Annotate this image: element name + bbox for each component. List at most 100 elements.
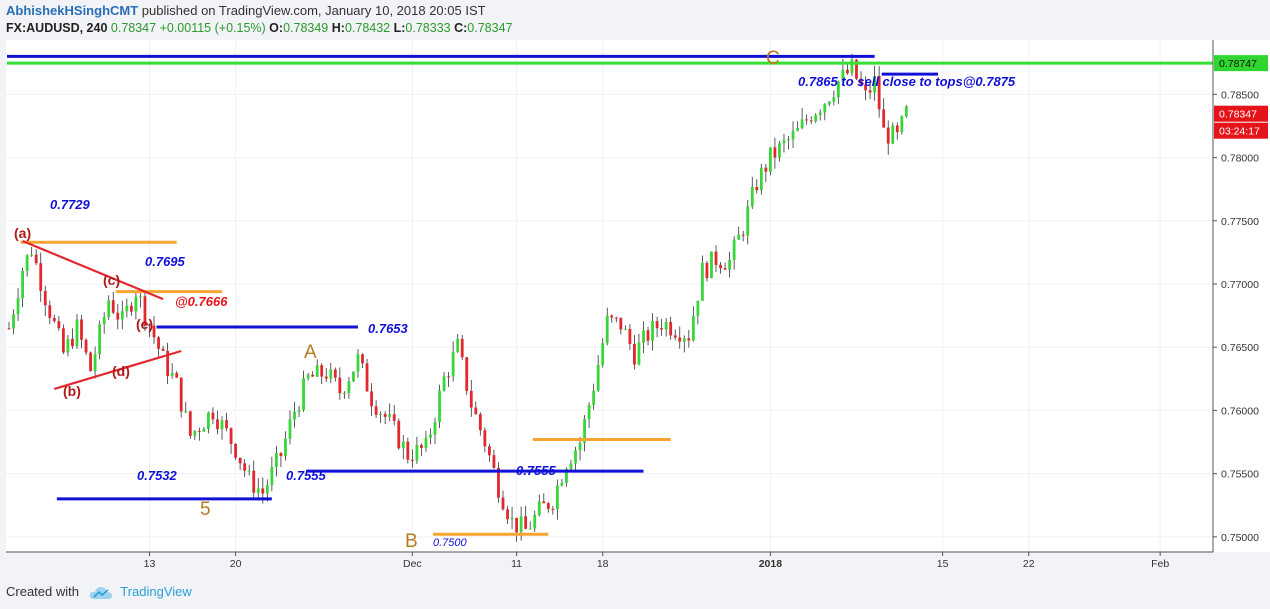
candle-up — [728, 259, 731, 270]
candle-down — [678, 337, 682, 342]
candle-down — [551, 508, 555, 510]
y-tick-label: 0.78500 — [1221, 89, 1259, 101]
candle-up — [21, 270, 24, 299]
grid-lines — [6, 40, 1213, 552]
last-price: 0.78347 — [110, 21, 157, 35]
candle-up — [850, 59, 854, 74]
candle-up — [841, 69, 845, 82]
y-tick-label: 0.75500 — [1221, 469, 1259, 481]
candle-up — [691, 315, 695, 341]
candle-up — [315, 365, 319, 377]
time-axis-ticks: 1320Dec111820181522Feb1219 — [144, 552, 1169, 570]
candle-up — [642, 330, 645, 343]
candle-down — [374, 406, 378, 415]
candle-down — [229, 428, 233, 444]
low-label: L: — [393, 21, 406, 35]
candle-up — [429, 434, 432, 438]
annotation-level: 0.7729 — [50, 197, 91, 212]
plot-area[interactable] — [6, 40, 1213, 552]
candle-down — [610, 315, 614, 318]
close-value: 0.78347 — [467, 21, 513, 35]
candle-down — [882, 109, 886, 128]
candle-up — [433, 422, 437, 435]
annotation-corrective: (a) — [14, 225, 31, 241]
y-tick-label: 0.76500 — [1221, 342, 1259, 354]
candle-down — [859, 78, 863, 85]
annotation-level: 0.7653 — [368, 321, 409, 336]
candle-down — [460, 338, 464, 358]
candle-up — [605, 315, 609, 344]
candle-up — [537, 501, 541, 515]
candle-up — [347, 381, 351, 393]
candle-up — [682, 338, 686, 342]
candle-up — [342, 392, 346, 394]
candle-up — [836, 81, 840, 98]
tradingview-link[interactable]: TradingView — [120, 584, 192, 599]
candle-down — [333, 369, 337, 378]
candle-down — [714, 251, 718, 265]
candle-up — [637, 342, 641, 365]
x-tick-label: Dec — [403, 558, 422, 570]
candle-up — [555, 485, 559, 509]
candle-up — [442, 376, 446, 391]
price-axis-ticks: 0.75000 0.75500 0.76000 0.76500 0.77000 0.775… — [1213, 89, 1259, 544]
candle-down — [501, 497, 505, 510]
candle-down — [492, 455, 496, 468]
candle-up — [424, 437, 428, 448]
candle-up — [560, 482, 564, 486]
candle-down — [646, 330, 650, 341]
candle-up — [569, 463, 573, 470]
candle-down — [252, 470, 256, 493]
tradingview-cloud-icon[interactable] — [89, 586, 113, 600]
price-label-text: 03:24:17 — [1219, 126, 1260, 138]
annotation-corrective: (c) — [103, 272, 120, 288]
candle-down — [673, 335, 677, 338]
candle-down — [877, 75, 881, 110]
candle-up — [302, 378, 305, 411]
candle-down — [420, 444, 423, 448]
candle-up — [759, 167, 763, 191]
candle-down — [855, 59, 858, 79]
price-label-text: 0.78747 — [1219, 58, 1257, 70]
candle-up — [125, 305, 129, 312]
candle-down — [216, 419, 219, 430]
candle-up — [256, 488, 260, 493]
candle-up — [75, 319, 79, 347]
candle-up — [900, 116, 904, 133]
candle-up — [98, 324, 102, 355]
open-value: 0.78349 — [283, 21, 329, 35]
candle-down — [320, 365, 324, 377]
candle-up — [415, 444, 419, 461]
candle-down — [166, 350, 170, 377]
candle-up — [873, 75, 877, 93]
candle-down — [43, 290, 47, 306]
candle-down — [52, 317, 56, 322]
candle-down — [157, 337, 160, 349]
candle-up — [823, 104, 827, 113]
candle-down — [211, 412, 215, 420]
candle-down — [188, 411, 192, 436]
candle-up — [202, 428, 206, 432]
candle-down — [474, 407, 478, 415]
y-tick-label: 0.77500 — [1221, 216, 1259, 228]
candle-down — [628, 329, 632, 344]
candle-down — [805, 119, 809, 121]
candle-up — [574, 450, 577, 464]
candle-down — [773, 147, 777, 158]
created-with-text: Created with — [6, 584, 79, 599]
candle-down — [89, 352, 92, 372]
candle-up — [288, 419, 292, 439]
candle-up — [519, 516, 523, 533]
candle-down — [410, 459, 414, 461]
annotation-level: 0.7555 — [516, 463, 557, 478]
candle-up — [701, 262, 704, 301]
annotation-level-red: @0.7666 — [175, 294, 228, 309]
author-name[interactable]: AbhishekHSinghCMT — [6, 3, 139, 18]
candle-up — [787, 139, 790, 141]
annotation-level: 0.7555 — [286, 468, 327, 483]
published-text: published on TradingView.com, January 10… — [141, 3, 486, 18]
trend-lines — [22, 239, 182, 390]
candle-down — [338, 377, 342, 394]
